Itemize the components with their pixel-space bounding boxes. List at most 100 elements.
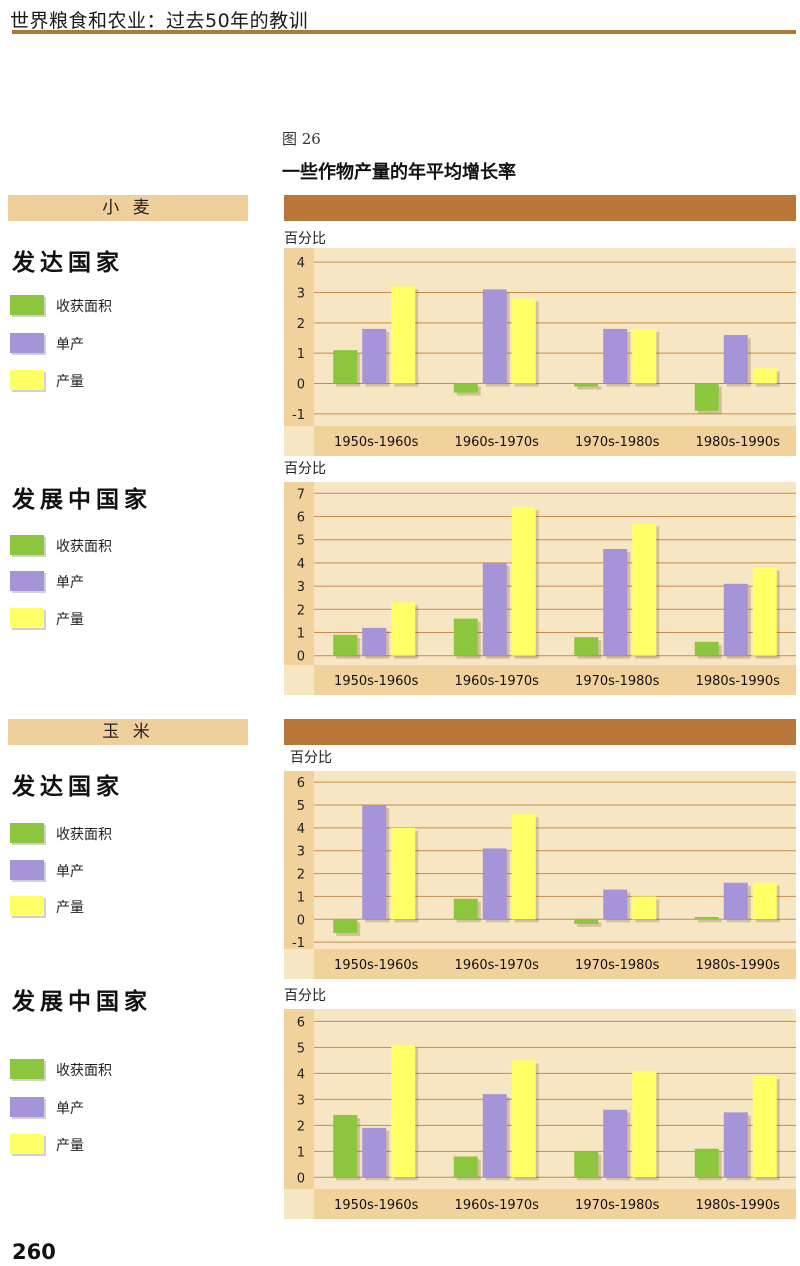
- bar-yield: [362, 805, 387, 920]
- legend-label-yield: 单产: [56, 337, 84, 353]
- y-tick-label: 4: [297, 557, 305, 572]
- y-tick-label: 0: [297, 378, 305, 393]
- legend-label-production: 产量: [56, 900, 84, 916]
- legend-label-area: 收获面积: [56, 827, 112, 843]
- bar-shadow: [577, 386, 602, 390]
- legend-swatch-area: [10, 535, 44, 555]
- legend-label-production: 产量: [56, 612, 84, 628]
- bar-production: [752, 368, 777, 384]
- x-tick-label: 1950s-1960s: [334, 958, 419, 973]
- x-axis-band: [314, 1189, 796, 1219]
- x-tick-label: 1960s-1970s: [455, 435, 540, 450]
- bar-yield: [723, 1112, 748, 1178]
- group-title-wheat-developed: 发达国家: [12, 250, 124, 276]
- y-tick-label: 5: [297, 799, 305, 814]
- bar-yield: [482, 848, 507, 920]
- bar-area: [453, 383, 478, 393]
- unit-label: 百分比: [284, 231, 326, 247]
- x-tick-label: 1960s-1970s: [455, 1198, 540, 1213]
- legend-label-area: 收获面积: [56, 299, 112, 315]
- figure-title: 一些作物产量的年平均增长率: [282, 162, 516, 183]
- bar-area: [574, 637, 599, 656]
- y-tick-label: 1: [297, 890, 305, 905]
- bar-area: [694, 383, 719, 411]
- y-tick-label: 4: [297, 256, 305, 271]
- y-tick-label: 0: [297, 913, 305, 928]
- legend-swatch-production: [10, 608, 44, 628]
- legend-label-yield: 单产: [56, 864, 84, 880]
- legend-swatch-area: [10, 823, 44, 843]
- legend-label-yield: 单产: [56, 1101, 84, 1117]
- group-title-maize-developed: 发达国家: [12, 774, 124, 800]
- crop-label-wheat: 小 麦: [8, 195, 248, 221]
- bar-production: [391, 602, 416, 656]
- bar-area: [453, 618, 478, 656]
- x-tick-label: 1980s-1990s: [696, 958, 781, 973]
- crop-bar-wheat: [284, 195, 796, 221]
- x-tick-label: 1950s-1960s: [334, 674, 419, 689]
- legend-swatch-production: [10, 1134, 44, 1154]
- bar-production: [511, 1060, 536, 1178]
- bar-production: [632, 1070, 657, 1178]
- bar-area: [574, 1151, 599, 1178]
- bar-production: [391, 827, 416, 920]
- bar-area: [574, 919, 599, 924]
- bar-area: [574, 383, 599, 387]
- x-tick-label: 1970s-1980s: [575, 435, 660, 450]
- bar-production: [632, 896, 657, 920]
- bar-area: [694, 1148, 719, 1178]
- chart-maize-developing: 0 1 2 3 4 5 6 1950s-1960s 1960s-1970s 1970s-1980s…: [284, 1009, 796, 1219]
- legend-swatch-yield: [10, 860, 44, 880]
- header-title: 世界粮食和农业：过去50年的教训: [10, 10, 309, 32]
- unit-label: 百分比: [284, 461, 326, 477]
- y-tick-label: 1: [297, 347, 305, 362]
- bar-yield: [482, 289, 507, 384]
- y-tick-label: 5: [297, 534, 305, 549]
- chart-background: [284, 482, 796, 695]
- y-tick-label: 6: [297, 776, 305, 791]
- bar-area: [453, 1156, 478, 1178]
- group-title-wheat-developing: 发展中国家: [12, 487, 152, 513]
- bar-yield: [362, 328, 387, 384]
- y-tick-label: 1: [297, 1145, 305, 1160]
- y-tick-label: 1: [297, 627, 305, 642]
- x-tick-label: 1970s-1980s: [575, 1198, 660, 1213]
- x-tick-label: 1950s-1960s: [334, 435, 419, 450]
- chart-background: [284, 771, 796, 979]
- bar-yield: [362, 1127, 387, 1178]
- bar-area: [333, 919, 358, 933]
- legend-swatch-yield: [10, 333, 44, 353]
- bar-yield: [723, 583, 748, 656]
- x-axis-band: [314, 426, 796, 456]
- x-tick-label: 1980s-1990s: [696, 435, 781, 450]
- bar-yield: [603, 548, 628, 656]
- bar-production: [752, 882, 777, 920]
- bar-production: [632, 523, 657, 656]
- y-tick-label: 0: [297, 1171, 305, 1186]
- y-tick-label: 2: [297, 1119, 305, 1134]
- header-rule: [12, 30, 796, 34]
- y-tick-label: -1: [292, 936, 305, 951]
- y-tick-label: 4: [297, 822, 305, 837]
- y-tick-label: 6: [297, 510, 305, 525]
- y-axis-band: [284, 482, 314, 665]
- bar-yield: [603, 1109, 628, 1178]
- y-tick-label: 2: [297, 317, 305, 332]
- y-axis-band: [284, 248, 314, 426]
- legend-swatch-area: [10, 1059, 44, 1079]
- bar-shadow: [697, 920, 722, 923]
- legend-label-production: 产量: [56, 1138, 84, 1154]
- y-tick-label: 2: [297, 868, 305, 883]
- unit-label: 百分比: [290, 750, 332, 766]
- chart-background: [284, 248, 796, 456]
- x-tick-label: 1950s-1960s: [334, 1198, 419, 1213]
- bar-area: [694, 917, 719, 920]
- x-axis-band: [314, 665, 796, 695]
- y-tick-label: 4: [297, 1067, 305, 1082]
- page-number: 260: [12, 1240, 56, 1264]
- y-tick-label: 3: [297, 286, 305, 301]
- bar-yield: [603, 889, 628, 920]
- y-tick-label: 3: [297, 1093, 305, 1108]
- bar-area: [333, 350, 358, 384]
- y-tick-label: 2: [297, 603, 305, 618]
